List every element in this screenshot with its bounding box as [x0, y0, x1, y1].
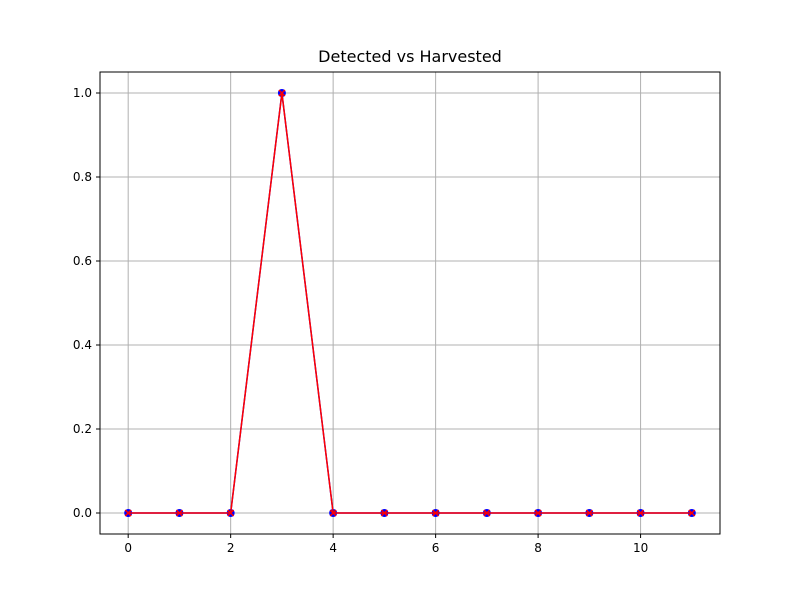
y-tick-label: 0.4 — [73, 338, 92, 352]
data-point — [124, 509, 132, 517]
data-point — [637, 509, 645, 517]
data-point — [585, 509, 593, 517]
x-tick-label: 6 — [432, 541, 440, 555]
chart-title: Detected vs Harvested — [318, 47, 502, 66]
plot-frame — [99, 71, 721, 535]
y-tick-label: 0.8 — [73, 170, 92, 184]
data-point — [175, 509, 183, 517]
y-tick-label: 0.6 — [73, 254, 92, 268]
data-point — [688, 509, 696, 517]
grid-lines — [100, 72, 720, 534]
series-0 — [124, 89, 696, 517]
series-1 — [124, 89, 696, 517]
data-point — [432, 509, 440, 517]
data-point — [329, 509, 337, 517]
y-tick-label: 0.2 — [73, 422, 92, 436]
series-line — [128, 92, 692, 514]
series-line — [128, 92, 692, 514]
data-point — [380, 509, 388, 517]
data-point — [534, 509, 542, 517]
x-tick-label: 4 — [329, 541, 337, 555]
x-tick-label: 2 — [227, 541, 235, 555]
data-point — [278, 89, 286, 97]
data-point — [227, 509, 235, 517]
x-tick-label: 0 — [124, 541, 132, 555]
y-tick-label: 0.0 — [73, 506, 92, 520]
data-point — [483, 509, 491, 517]
series-layer — [124, 89, 696, 517]
x-tick-label: 10 — [633, 541, 648, 555]
y-tick-label: 1.0 — [73, 86, 92, 100]
x-tick-label: 8 — [534, 541, 542, 555]
axis-ticks: 0 2 4 6 8 10 0.0 0.2 0.4 0.6 0.8 1.0 — [73, 86, 648, 555]
